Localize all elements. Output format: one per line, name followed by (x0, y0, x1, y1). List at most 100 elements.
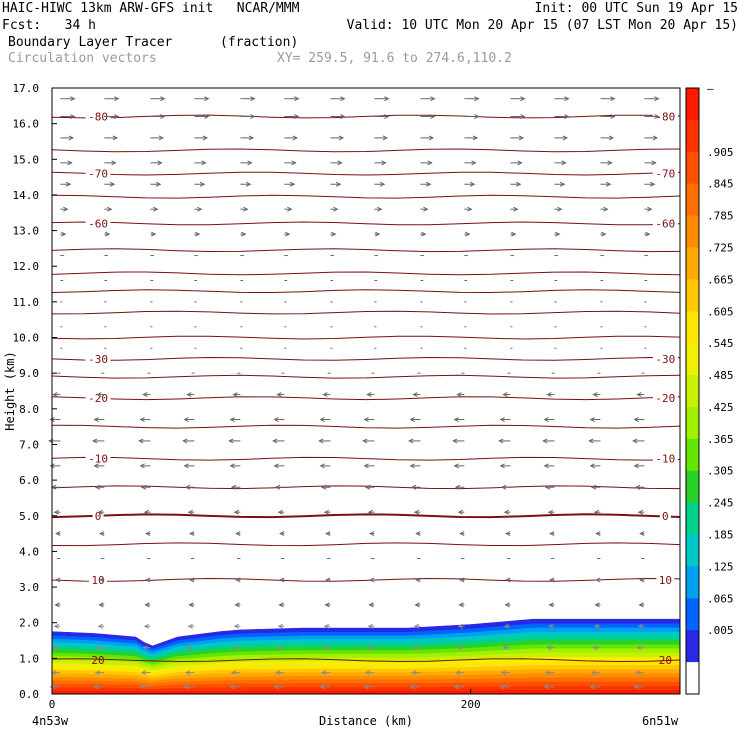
vector-arrowhead (382, 135, 389, 141)
contour-label-bg (85, 452, 111, 465)
vector-arrowhead (248, 135, 255, 141)
vector-arrowhead (112, 135, 119, 141)
vector-arrowhead (474, 96, 480, 102)
vector-arrowhead (53, 623, 59, 629)
contour-label-bg (656, 573, 675, 586)
contour-label: -10 (655, 453, 675, 466)
vector-arrowhead (409, 463, 415, 469)
vector-arrowhead (197, 206, 203, 212)
colorbar-label: .245 (707, 497, 734, 510)
plot-frame (51, 87, 681, 695)
vector-arrowhead (230, 484, 237, 490)
vector-arrowhead (278, 602, 284, 608)
vector-arrowhead (647, 206, 653, 212)
vector-arrowhead (459, 577, 465, 583)
vector-arrowhead (603, 206, 609, 212)
colorbar-label: .545 (707, 337, 734, 350)
vector-arrowhead (364, 670, 371, 676)
contour-line (51, 577, 681, 582)
vector-arrowhead (456, 392, 462, 398)
contour-label-bg (652, 452, 678, 465)
vector-arrowhead (384, 114, 390, 119)
header-title: HAIC-HIWC 13km ARW-GFS init NCAR/MMM (2, 1, 300, 16)
colorbar-segment (686, 534, 699, 567)
vector-arrowhead (279, 531, 285, 537)
vector-arrowhead (543, 417, 549, 422)
vector-arrowhead (377, 206, 383, 212)
vector-arrowhead (607, 160, 613, 166)
vector-arrowhead (273, 463, 279, 469)
vector-arrowhead (412, 392, 418, 398)
vector-layer (48, 96, 660, 690)
colorbar-segment (686, 279, 699, 312)
colorbar-segment (686, 598, 699, 631)
vector-arrowhead (323, 509, 330, 515)
contour-label: -20 (655, 392, 675, 405)
vector-arrowhead (189, 531, 195, 537)
vector-arrowhead (230, 670, 237, 676)
vector-arrowhead (228, 438, 234, 444)
vector-arrowhead (499, 417, 505, 422)
vector-arrowhead (595, 531, 601, 537)
y-tick-label: 15.0 (13, 153, 40, 166)
vector-arrowhead (96, 392, 102, 398)
vector-arrowhead (204, 114, 210, 119)
vector-arrowhead (430, 96, 436, 102)
vector-arrowhead (595, 577, 601, 583)
vector-arrowhead (325, 531, 331, 537)
vector-arrowhead (93, 417, 99, 422)
vector-arrowhead (637, 509, 644, 515)
contour-layer: -80 -80 -70 -70 -60 -60 -30 -30 -20 -20 -10 -10 0 0 10… (51, 110, 681, 667)
vector-arrowhead (182, 438, 188, 444)
colorbar-segment (686, 438, 699, 472)
vector-arrowhead (454, 670, 461, 676)
vector-arrowhead (229, 684, 235, 690)
contour-label: -70 (655, 168, 675, 181)
vector-arrowhead (322, 645, 328, 651)
vector-arrowhead (294, 96, 300, 102)
vector-arrowhead (291, 160, 297, 166)
vector-arrowhead (459, 531, 465, 537)
vector-arrowhead (368, 602, 374, 608)
vector-arrowhead (139, 417, 145, 422)
vector-arrowhead (54, 602, 60, 608)
vector-arrowhead (504, 602, 510, 608)
vector-arrowhead (61, 231, 67, 237)
vector-arrowhead (340, 114, 346, 119)
contour-label-bg (85, 167, 111, 180)
vector-arrowhead (153, 206, 159, 212)
vector-arrowhead (592, 645, 598, 651)
vector-arrowhead (195, 231, 201, 237)
vector-arrowhead (93, 463, 99, 469)
colorbar-segment (686, 566, 699, 599)
contour-label-bg (659, 509, 671, 522)
vector-arrowhead (63, 206, 69, 212)
vector-arrowhead (335, 181, 342, 187)
vector-arrowhead (430, 114, 436, 119)
vector-arrowhead (564, 114, 570, 119)
colorbar-label: .785 (707, 210, 734, 223)
contour-line (51, 289, 681, 294)
vector-arrowhead (499, 684, 505, 690)
vector-arrowhead (52, 392, 58, 398)
vector-arrowhead (375, 231, 381, 237)
vector-arrowhead (49, 684, 55, 690)
vector-arrowhead (452, 438, 458, 444)
contour-label: -60 (655, 217, 675, 230)
vector-arrowhead (593, 509, 600, 515)
colorbar-segment (686, 88, 699, 121)
vector-arrowhead (421, 231, 427, 237)
colorbar-label: .485 (707, 369, 734, 382)
vector-arrowhead (276, 392, 282, 398)
vector-arrowhead (472, 135, 479, 141)
vector-arrowhead (457, 623, 464, 629)
colorbar-label: .665 (707, 273, 734, 286)
contour-line (51, 310, 681, 315)
vector-arrowhead (408, 438, 414, 444)
vector-arrowhead (229, 417, 235, 422)
vector-arrowhead (183, 684, 189, 690)
contour-label: -60 (88, 217, 108, 230)
contour-line (51, 424, 681, 429)
contour-label: -20 (88, 392, 108, 405)
vector-arrowhead (250, 96, 256, 102)
